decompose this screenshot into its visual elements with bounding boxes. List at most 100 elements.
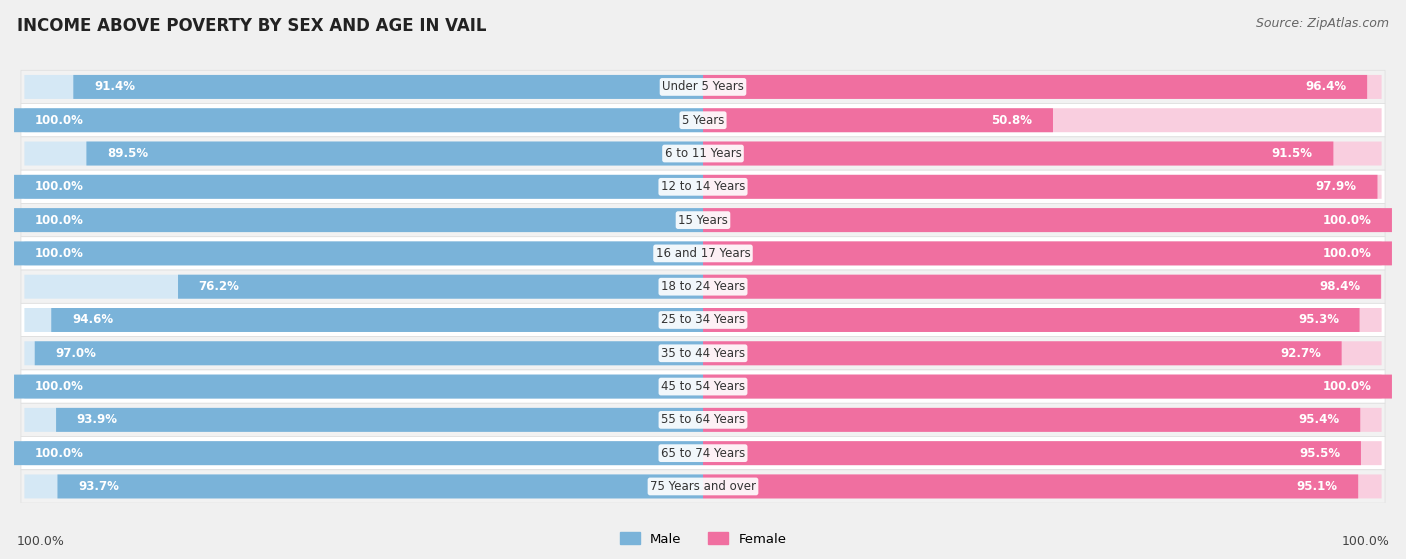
Text: 97.9%: 97.9%: [1316, 181, 1357, 193]
FancyBboxPatch shape: [24, 475, 703, 499]
FancyBboxPatch shape: [703, 475, 1382, 499]
Text: Under 5 Years: Under 5 Years: [662, 80, 744, 93]
FancyBboxPatch shape: [703, 408, 1382, 432]
Text: 100.0%: 100.0%: [35, 181, 83, 193]
FancyBboxPatch shape: [21, 437, 1385, 470]
Text: Source: ZipAtlas.com: Source: ZipAtlas.com: [1256, 17, 1389, 30]
Legend: Male, Female: Male, Female: [614, 527, 792, 551]
Text: 25 to 34 Years: 25 to 34 Years: [661, 314, 745, 326]
FancyBboxPatch shape: [21, 70, 1385, 103]
FancyBboxPatch shape: [86, 141, 703, 165]
Text: 75 Years and over: 75 Years and over: [650, 480, 756, 493]
FancyBboxPatch shape: [21, 370, 1385, 403]
FancyBboxPatch shape: [24, 375, 703, 399]
Text: 93.7%: 93.7%: [79, 480, 120, 493]
Text: 89.5%: 89.5%: [107, 147, 148, 160]
FancyBboxPatch shape: [703, 308, 1382, 332]
FancyBboxPatch shape: [703, 241, 1392, 266]
Text: 95.3%: 95.3%: [1298, 314, 1339, 326]
Text: 76.2%: 76.2%: [198, 280, 239, 293]
FancyBboxPatch shape: [703, 208, 1382, 232]
FancyBboxPatch shape: [24, 208, 703, 232]
FancyBboxPatch shape: [73, 75, 703, 99]
Text: 100.0%: 100.0%: [35, 214, 83, 226]
FancyBboxPatch shape: [24, 175, 703, 199]
Text: 93.9%: 93.9%: [77, 413, 118, 427]
Text: INCOME ABOVE POVERTY BY SEX AND AGE IN VAIL: INCOME ABOVE POVERTY BY SEX AND AGE IN V…: [17, 17, 486, 35]
FancyBboxPatch shape: [703, 108, 1382, 132]
Text: 100.0%: 100.0%: [35, 380, 83, 393]
Text: 45 to 54 Years: 45 to 54 Years: [661, 380, 745, 393]
FancyBboxPatch shape: [703, 308, 1360, 332]
FancyBboxPatch shape: [14, 175, 703, 199]
FancyBboxPatch shape: [703, 408, 1360, 432]
Text: 100.0%: 100.0%: [35, 247, 83, 260]
FancyBboxPatch shape: [56, 408, 703, 432]
FancyBboxPatch shape: [703, 175, 1382, 199]
Text: 95.5%: 95.5%: [1299, 447, 1340, 459]
FancyBboxPatch shape: [703, 441, 1361, 465]
Text: 16 and 17 Years: 16 and 17 Years: [655, 247, 751, 260]
FancyBboxPatch shape: [703, 441, 1382, 465]
Text: 100.0%: 100.0%: [35, 113, 83, 127]
Text: 95.1%: 95.1%: [1296, 480, 1337, 493]
FancyBboxPatch shape: [21, 337, 1385, 370]
Text: 55 to 64 Years: 55 to 64 Years: [661, 413, 745, 427]
FancyBboxPatch shape: [14, 241, 703, 266]
FancyBboxPatch shape: [21, 403, 1385, 437]
Text: 98.4%: 98.4%: [1319, 280, 1360, 293]
FancyBboxPatch shape: [24, 441, 703, 465]
FancyBboxPatch shape: [703, 208, 1392, 232]
FancyBboxPatch shape: [703, 375, 1392, 399]
FancyBboxPatch shape: [703, 108, 1053, 132]
FancyBboxPatch shape: [703, 241, 1382, 266]
Text: 100.0%: 100.0%: [17, 535, 65, 548]
FancyBboxPatch shape: [21, 304, 1385, 337]
FancyBboxPatch shape: [14, 208, 703, 232]
FancyBboxPatch shape: [21, 270, 1385, 304]
Text: 35 to 44 Years: 35 to 44 Years: [661, 347, 745, 360]
FancyBboxPatch shape: [179, 274, 703, 299]
Text: 92.7%: 92.7%: [1279, 347, 1322, 360]
Text: 65 to 74 Years: 65 to 74 Years: [661, 447, 745, 459]
FancyBboxPatch shape: [24, 241, 703, 266]
Text: 15 Years: 15 Years: [678, 214, 728, 226]
FancyBboxPatch shape: [24, 141, 703, 165]
FancyBboxPatch shape: [24, 408, 703, 432]
FancyBboxPatch shape: [703, 342, 1382, 365]
FancyBboxPatch shape: [21, 203, 1385, 237]
FancyBboxPatch shape: [703, 75, 1382, 99]
Text: 94.6%: 94.6%: [72, 314, 112, 326]
FancyBboxPatch shape: [21, 470, 1385, 503]
FancyBboxPatch shape: [703, 141, 1333, 165]
FancyBboxPatch shape: [703, 274, 1382, 299]
Text: 5 Years: 5 Years: [682, 113, 724, 127]
Text: 100.0%: 100.0%: [1323, 214, 1371, 226]
FancyBboxPatch shape: [703, 141, 1382, 165]
FancyBboxPatch shape: [21, 103, 1385, 137]
FancyBboxPatch shape: [21, 170, 1385, 203]
FancyBboxPatch shape: [14, 375, 703, 399]
FancyBboxPatch shape: [58, 475, 703, 499]
FancyBboxPatch shape: [24, 308, 703, 332]
FancyBboxPatch shape: [703, 342, 1341, 365]
FancyBboxPatch shape: [14, 441, 703, 465]
Text: 97.0%: 97.0%: [55, 347, 96, 360]
FancyBboxPatch shape: [35, 342, 703, 365]
Text: 18 to 24 Years: 18 to 24 Years: [661, 280, 745, 293]
Text: 96.4%: 96.4%: [1305, 80, 1347, 93]
Text: 100.0%: 100.0%: [1323, 380, 1371, 393]
FancyBboxPatch shape: [51, 308, 703, 332]
FancyBboxPatch shape: [24, 274, 703, 299]
Text: 50.8%: 50.8%: [991, 113, 1032, 127]
Text: 95.4%: 95.4%: [1299, 413, 1340, 427]
FancyBboxPatch shape: [24, 108, 703, 132]
FancyBboxPatch shape: [21, 137, 1385, 170]
FancyBboxPatch shape: [14, 108, 703, 132]
Text: 100.0%: 100.0%: [1341, 535, 1389, 548]
FancyBboxPatch shape: [703, 375, 1382, 399]
FancyBboxPatch shape: [703, 475, 1358, 499]
FancyBboxPatch shape: [703, 75, 1367, 99]
FancyBboxPatch shape: [24, 342, 703, 365]
Text: 91.5%: 91.5%: [1271, 147, 1313, 160]
